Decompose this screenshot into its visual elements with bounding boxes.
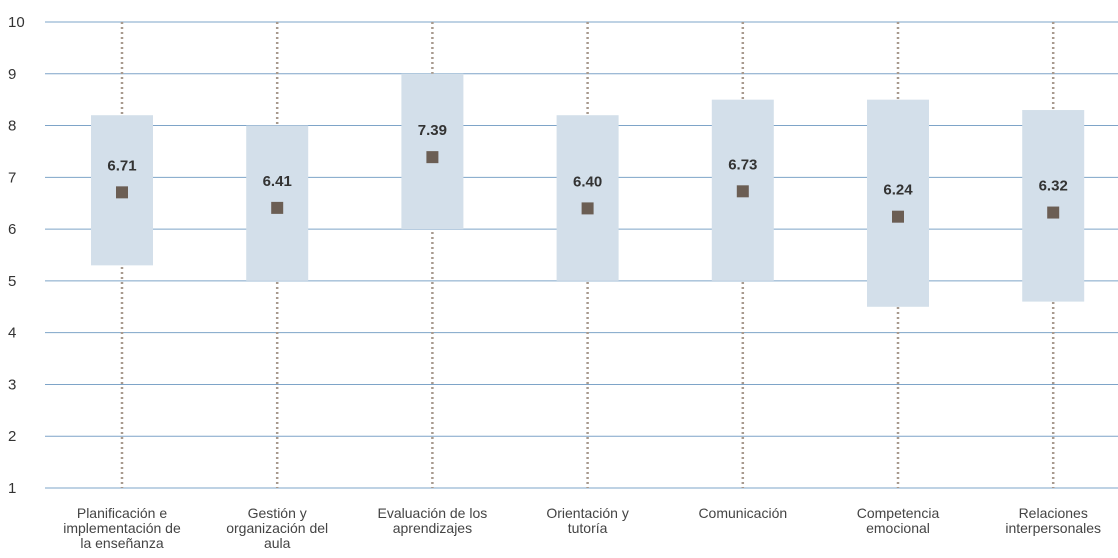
- x-tick-label: Competencia: [857, 505, 940, 521]
- box-range: [867, 99, 929, 307]
- y-tick-label: 5: [8, 273, 16, 290]
- x-tick-label: Comunicación: [698, 505, 787, 521]
- y-tick-label: 3: [8, 376, 16, 393]
- mean-marker: [892, 210, 904, 223]
- y-axis: 1 2 3 4 5 6 7 8 9 10: [8, 14, 25, 497]
- mean-marker: [736, 185, 749, 198]
- x-tick-label: aula: [264, 535, 291, 551]
- x-tick-label: la enseñanza: [80, 535, 164, 551]
- x-tick-label: aprendizajes: [393, 520, 472, 536]
- y-tick-label: 4: [8, 325, 16, 342]
- box-range: [556, 115, 619, 281]
- y-tick-label: 2: [8, 428, 16, 445]
- y-tick-label: 6: [8, 221, 16, 238]
- x-tick-label: organización del: [226, 520, 328, 536]
- x-tick-label: Planificación e: [77, 505, 167, 521]
- box-range: [1022, 110, 1085, 302]
- data-label: 6.71: [107, 157, 136, 174]
- data-label: 6.24: [883, 182, 913, 199]
- mean-marker: [581, 202, 594, 215]
- mean-marker: [271, 201, 284, 214]
- mean-marker: [116, 186, 128, 199]
- box-group: 6.73 Comunicación: [698, 22, 787, 521]
- mean-marker: [426, 151, 439, 164]
- data-label: 7.39: [418, 122, 447, 139]
- x-tick-label: emocional: [866, 520, 930, 536]
- x-tick-label: interpersonales: [1005, 520, 1101, 536]
- y-tick-label: 7: [8, 169, 16, 186]
- x-tick-label: implementación de: [63, 520, 181, 536]
- x-tick-label: Relaciones: [1019, 505, 1088, 521]
- data-label: 6.32: [1039, 178, 1068, 195]
- x-tick-label: tutoría: [568, 520, 608, 536]
- y-tick-label: 9: [8, 66, 16, 83]
- y-tick-label: 8: [8, 118, 16, 135]
- y-tick-label: 10: [8, 14, 25, 31]
- x-tick-label: Orientación y: [546, 505, 628, 521]
- data-label: 6.41: [263, 173, 292, 190]
- x-tick-label: Evaluación de los: [378, 505, 488, 521]
- y-tick-label: 1: [8, 480, 16, 497]
- data-label: 6.73: [728, 156, 757, 173]
- mean-marker: [1047, 206, 1060, 219]
- x-tick-label: Gestión y: [248, 505, 307, 521]
- data-label: 6.40: [573, 173, 602, 190]
